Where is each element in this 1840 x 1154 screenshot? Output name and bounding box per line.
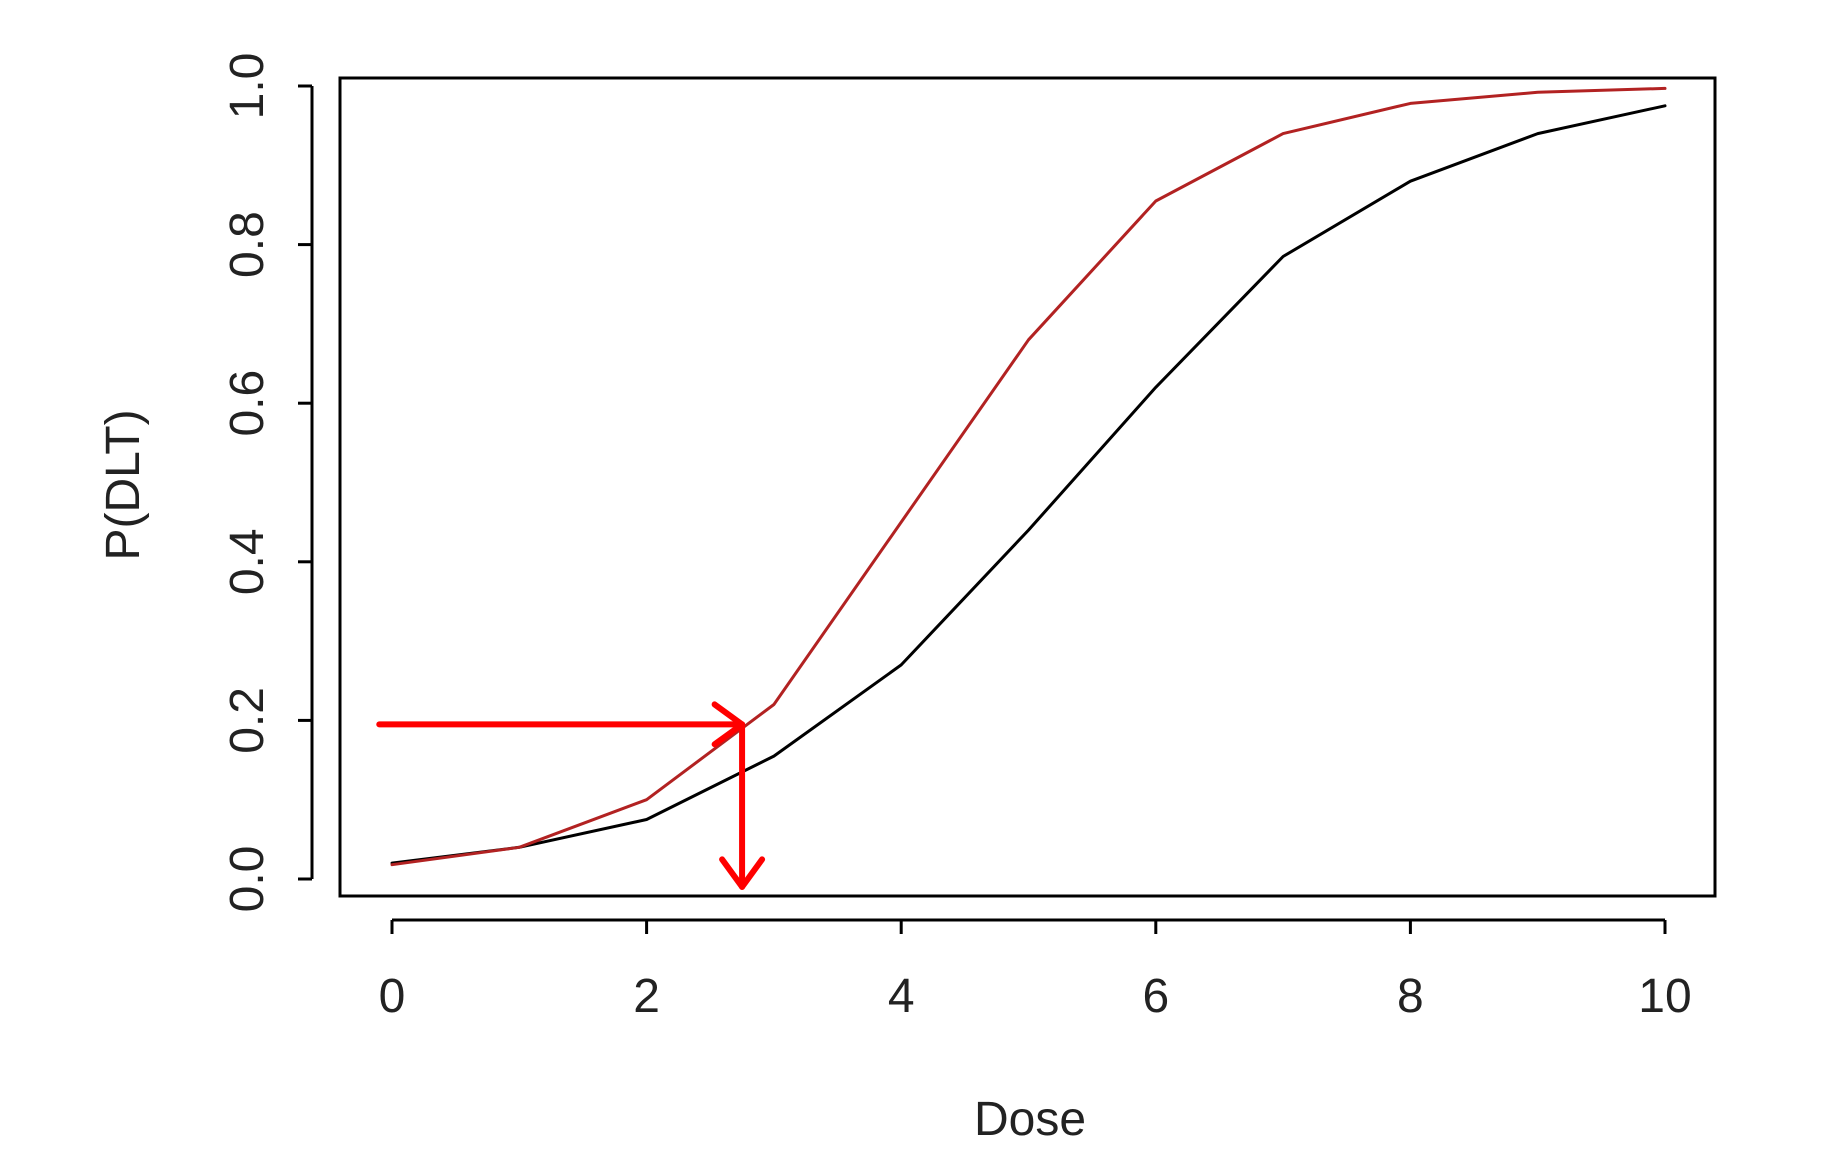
- x-tick-label: 10: [1638, 970, 1691, 1023]
- annotation-arrow-1: [376, 701, 746, 748]
- x-axis-title: Dose: [974, 1093, 1086, 1146]
- y-tick-label: 0.0: [221, 846, 274, 913]
- y-axis-title: P(DLT): [97, 409, 150, 560]
- plot-frame: [338, 76, 1717, 898]
- x-axis: 0 2 4 6 8 10: [379, 918, 1692, 1023]
- y-tick-label: 0.8: [221, 211, 274, 278]
- y-tick-label: 1.0: [221, 53, 274, 120]
- arrow-head: [719, 856, 766, 890]
- series-layer: [390, 86, 1667, 867]
- y-tick-label: 0.6: [221, 370, 274, 437]
- y-axis: 0.0 0.2 0.4 0.6 0.8 1.0: [221, 53, 314, 913]
- series-line-1: [390, 104, 1667, 865]
- x-tick-label: 8: [1397, 970, 1424, 1023]
- plot-box: [338, 76, 1717, 898]
- annotation-layer: [376, 701, 766, 890]
- x-tick-label: 2: [633, 970, 660, 1023]
- x-tick-label: 0: [379, 970, 406, 1023]
- x-tick-label: 4: [888, 970, 915, 1023]
- series-line-2: [390, 86, 1667, 867]
- y-tick-label: 0.2: [221, 687, 274, 754]
- y-tick-label: 0.4: [221, 528, 274, 595]
- annotation-arrow-2: [719, 721, 766, 890]
- x-tick-label: 6: [1142, 970, 1169, 1023]
